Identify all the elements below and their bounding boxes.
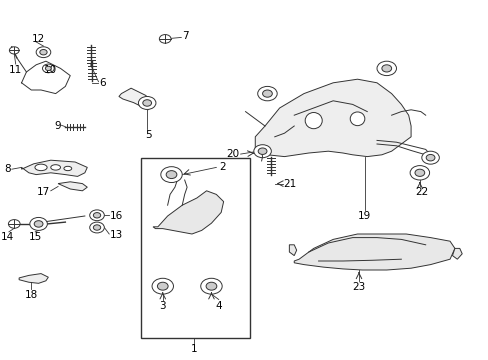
Circle shape (201, 278, 222, 294)
Circle shape (376, 61, 396, 76)
Circle shape (142, 100, 151, 106)
Text: 21: 21 (283, 179, 296, 189)
Circle shape (34, 221, 43, 227)
Circle shape (152, 278, 173, 294)
Text: 19: 19 (358, 211, 371, 221)
Circle shape (414, 169, 424, 176)
Text: 14: 14 (1, 232, 15, 242)
Circle shape (409, 166, 429, 180)
Circle shape (42, 64, 54, 73)
Circle shape (426, 154, 434, 161)
Text: 18: 18 (24, 290, 38, 300)
Circle shape (205, 282, 216, 290)
Ellipse shape (64, 166, 72, 171)
Text: 4: 4 (215, 301, 222, 311)
Circle shape (9, 47, 19, 54)
Text: 2: 2 (218, 162, 225, 172)
Circle shape (8, 220, 20, 228)
Text: 8: 8 (4, 164, 11, 174)
Circle shape (138, 96, 156, 109)
Text: 3: 3 (159, 301, 166, 311)
Polygon shape (119, 88, 153, 110)
Circle shape (36, 47, 51, 58)
Circle shape (258, 148, 266, 154)
Circle shape (166, 171, 177, 179)
Polygon shape (21, 160, 87, 176)
Text: 11: 11 (9, 65, 22, 75)
Circle shape (40, 50, 47, 55)
Polygon shape (58, 182, 87, 191)
Text: 20: 20 (226, 149, 239, 159)
Text: 23: 23 (352, 282, 365, 292)
Polygon shape (289, 245, 296, 256)
Circle shape (262, 90, 272, 97)
Polygon shape (451, 248, 461, 259)
Circle shape (93, 212, 101, 218)
Text: 5: 5 (144, 130, 151, 140)
Circle shape (45, 66, 51, 71)
Text: 16: 16 (110, 211, 123, 221)
Polygon shape (19, 274, 48, 283)
Circle shape (421, 151, 438, 164)
Circle shape (159, 35, 171, 43)
Text: 13: 13 (110, 230, 123, 240)
Circle shape (381, 65, 391, 72)
Text: 17: 17 (37, 186, 50, 197)
Text: 10: 10 (44, 65, 57, 75)
Ellipse shape (35, 164, 47, 171)
Circle shape (93, 225, 101, 230)
Bar (141, 158, 250, 338)
Polygon shape (294, 234, 454, 270)
Circle shape (253, 145, 271, 158)
Text: 12: 12 (32, 34, 45, 44)
Text: 1: 1 (191, 344, 197, 354)
Text: 22: 22 (414, 187, 427, 197)
Text: 6: 6 (99, 78, 106, 88)
Circle shape (89, 210, 104, 221)
Ellipse shape (349, 112, 364, 126)
Circle shape (30, 217, 47, 230)
Ellipse shape (305, 112, 322, 129)
Polygon shape (153, 191, 223, 234)
Circle shape (157, 282, 168, 290)
Text: 9: 9 (54, 121, 61, 131)
Circle shape (161, 167, 182, 183)
Polygon shape (255, 79, 410, 157)
Ellipse shape (51, 165, 61, 170)
Circle shape (89, 222, 104, 233)
Text: 15: 15 (28, 232, 42, 242)
Circle shape (257, 86, 277, 101)
Text: 7: 7 (182, 31, 188, 41)
